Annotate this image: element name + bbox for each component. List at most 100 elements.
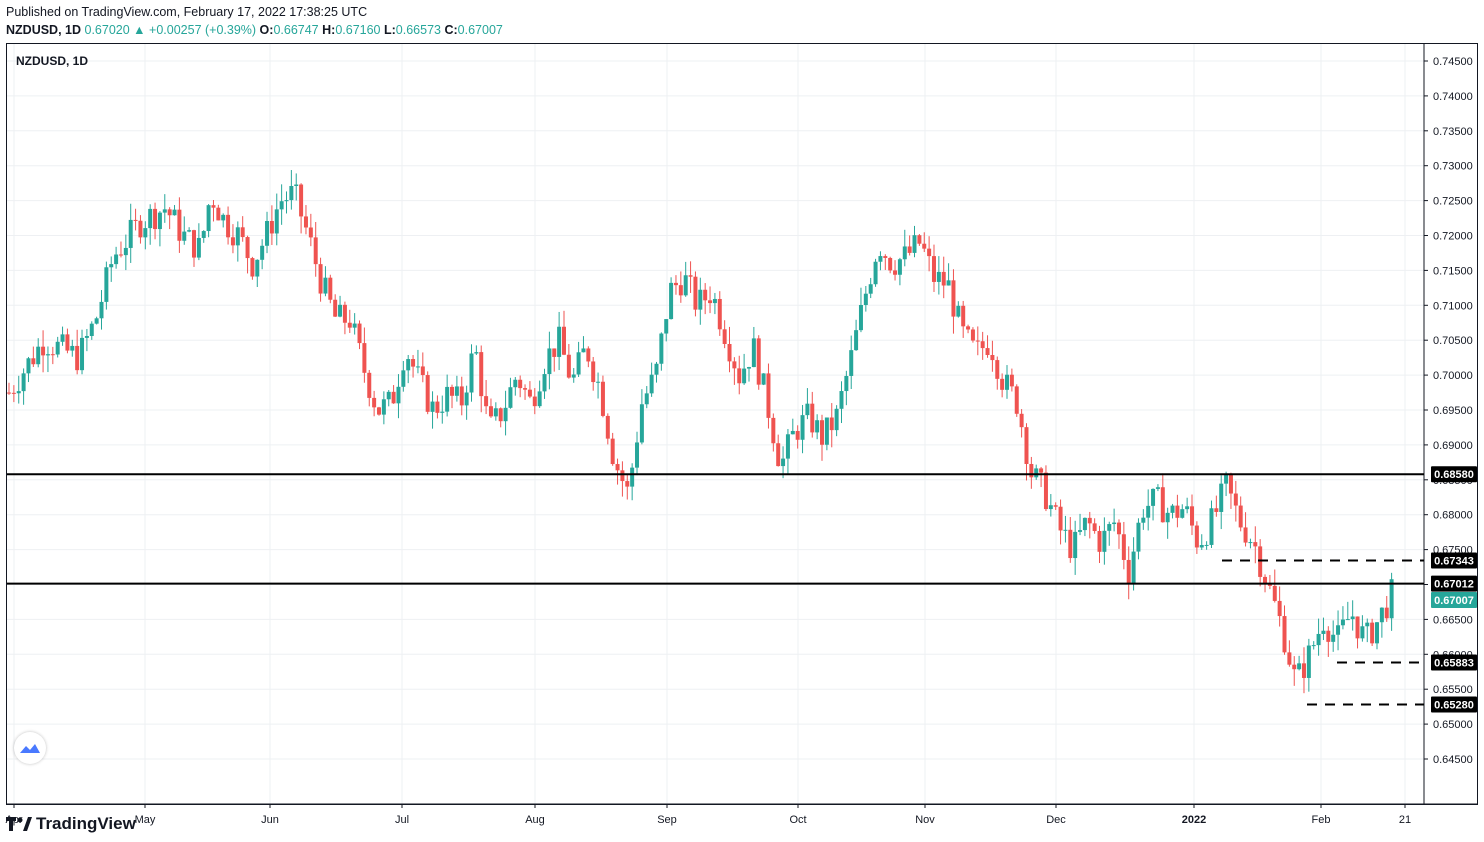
candle-body xyxy=(420,366,425,376)
y-tick-label: 0.66500 xyxy=(1433,614,1473,626)
candle-body xyxy=(659,333,664,364)
candle-body xyxy=(26,358,31,374)
candle-body xyxy=(678,285,683,296)
candle-body xyxy=(1005,374,1010,390)
candle-body xyxy=(1365,622,1370,627)
candle-body xyxy=(445,386,450,412)
candle-body xyxy=(1194,525,1199,548)
candle-body xyxy=(1287,652,1292,665)
candle-body xyxy=(756,338,761,385)
candle-body xyxy=(917,235,922,244)
candle-body xyxy=(907,246,912,253)
candle-body xyxy=(527,389,532,397)
ohlc-header: NZDUSD, 1D 0.67020 ▲ +0.00257 (+0.39%) O… xyxy=(6,23,503,37)
candle-body xyxy=(41,346,46,356)
y-tick-label: 0.74500 xyxy=(1433,56,1473,68)
candle-body xyxy=(128,219,133,248)
tradingview-badge[interactable] xyxy=(14,732,46,764)
candle-body xyxy=(970,329,975,341)
candle-body xyxy=(1087,517,1092,524)
candle-body xyxy=(625,481,630,487)
tradingview-cloud-icon xyxy=(20,744,40,753)
candle-body xyxy=(279,201,284,210)
y-tick-label: 0.65500 xyxy=(1433,684,1473,696)
candle-body xyxy=(11,392,16,394)
candle-body xyxy=(216,207,221,221)
candle-body xyxy=(673,282,678,286)
y-tick-label: 0.65000 xyxy=(1433,719,1473,731)
candle-body xyxy=(352,323,357,328)
candle-body xyxy=(1131,551,1136,584)
level-label-bg xyxy=(1431,575,1477,592)
candle-body xyxy=(931,256,936,282)
candle-body xyxy=(226,214,231,238)
candle-body xyxy=(323,277,328,294)
candle-body xyxy=(566,354,571,378)
candle-body xyxy=(172,209,177,216)
candle-body xyxy=(1019,413,1024,428)
candle-body xyxy=(104,267,109,302)
candle-body xyxy=(1233,493,1238,506)
candle-body xyxy=(1370,622,1375,644)
candle-body xyxy=(1136,522,1141,552)
candle-body xyxy=(55,341,60,355)
candle-body xyxy=(201,231,206,238)
candle-body xyxy=(16,391,21,394)
candle-body xyxy=(450,386,455,396)
candle-body xyxy=(669,282,674,320)
candle-body xyxy=(469,353,474,393)
candle-body xyxy=(1155,487,1160,489)
candle-body xyxy=(883,256,888,258)
candle-body xyxy=(1068,529,1073,559)
candle-body xyxy=(333,299,338,317)
candle-body xyxy=(1331,634,1336,642)
candle-body xyxy=(552,348,557,357)
candle-body xyxy=(1009,374,1014,387)
candle-body xyxy=(342,304,347,323)
candle-body xyxy=(45,354,50,356)
candle-body xyxy=(182,231,187,241)
candle-body xyxy=(980,341,985,349)
last-price-tag xyxy=(1431,592,1477,609)
candle-body xyxy=(795,430,800,440)
candle-body xyxy=(1092,523,1097,532)
candle-body xyxy=(1209,508,1214,545)
candle-body xyxy=(863,293,868,305)
candle-body xyxy=(790,430,795,435)
candle-body xyxy=(401,370,406,387)
candle-body xyxy=(250,258,255,277)
candle-body xyxy=(1263,576,1268,584)
candle-body xyxy=(425,375,430,412)
low-label: L: xyxy=(383,23,396,37)
candle-body xyxy=(742,368,747,384)
candle-body xyxy=(265,221,270,246)
candle-body xyxy=(708,300,713,304)
candle-body xyxy=(630,467,635,487)
candle-body xyxy=(138,220,143,238)
candle-body xyxy=(1316,633,1321,646)
candle-body xyxy=(766,373,771,418)
candle-body xyxy=(1267,583,1272,586)
level-label: 0.67343 xyxy=(1434,556,1474,568)
candle-body xyxy=(557,326,562,357)
candle-body xyxy=(946,280,951,286)
y-tick-label: 0.73000 xyxy=(1433,161,1473,173)
candle-body xyxy=(849,350,854,376)
candle-body xyxy=(1301,663,1306,678)
candle-body xyxy=(1024,427,1029,464)
last-price: 0.67020 xyxy=(84,23,130,37)
candle-body xyxy=(274,209,279,234)
candle-body xyxy=(357,323,362,344)
candle-body xyxy=(1384,607,1389,619)
candle-body xyxy=(1053,505,1058,507)
candle-body xyxy=(1043,472,1048,510)
candle-body xyxy=(1063,529,1068,531)
candle-body xyxy=(1151,488,1156,506)
candle-body xyxy=(328,277,333,300)
candle-body xyxy=(771,417,776,444)
candle-body xyxy=(1185,506,1190,510)
candle-body xyxy=(65,334,70,351)
candle-body xyxy=(191,230,196,258)
candle-body xyxy=(435,401,440,413)
